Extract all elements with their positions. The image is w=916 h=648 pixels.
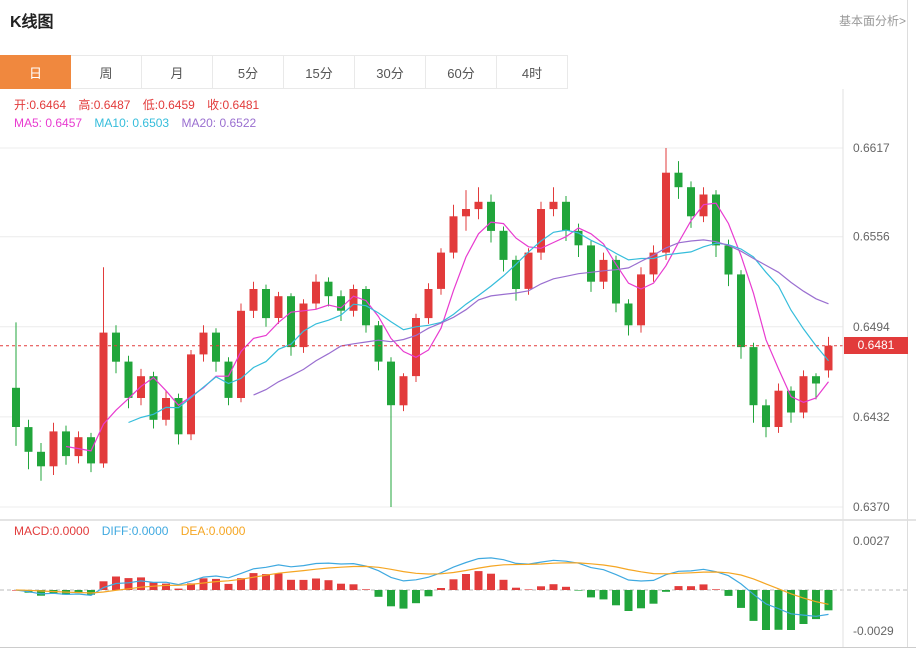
svg-text:-0.0029: -0.0029 bbox=[853, 624, 894, 638]
svg-text:0.6617: 0.6617 bbox=[853, 141, 890, 155]
ohlc-legend: 开:0.6464 高:0.6487 低:0.6459 收:0.6481 bbox=[14, 98, 260, 112]
tab-bar: 日周月 5分 15分 30分 60分 4时 bbox=[0, 55, 568, 89]
page-title: K线图 bbox=[10, 14, 54, 31]
svg-text:0.6556: 0.6556 bbox=[853, 230, 890, 244]
macd-legend: MACD:0.0000 DIFF:0.0000 DEA:0.0000 bbox=[14, 524, 246, 538]
right-border bbox=[907, 0, 908, 648]
svg-text:0.6370: 0.6370 bbox=[853, 500, 890, 514]
tab-2[interactable]: 月 bbox=[142, 55, 213, 89]
tab-6[interactable]: 60分 bbox=[426, 55, 497, 89]
kline-chart[interactable]: 0.6617 0.6556 0.6494 0.6432 0.6370 0.0027 -0.0… bbox=[0, 89, 916, 648]
ma-legend: MA5: 0.6457 MA10: 0.6503 MA20: 0.6522 bbox=[14, 116, 257, 130]
tab-4[interactable]: 15分 bbox=[284, 55, 355, 89]
tab-5[interactable]: 30分 bbox=[355, 55, 426, 89]
tab-3[interactable]: 5分 bbox=[213, 55, 284, 89]
tab-0[interactable]: 日 bbox=[0, 55, 71, 89]
tab-1[interactable]: 周 bbox=[71, 55, 142, 89]
tab-7[interactable]: 4时 bbox=[497, 55, 568, 89]
svg-text:0.0027: 0.0027 bbox=[853, 534, 890, 548]
current-price-badge: 0.6481 bbox=[844, 337, 908, 354]
chart-area: 0.6617 0.6556 0.6494 0.6432 0.6370 0.0027 -0.0… bbox=[0, 89, 916, 648]
svg-text:0.6494: 0.6494 bbox=[853, 320, 890, 334]
fundamental-analysis-link[interactable]: 基本面分析> bbox=[838, 13, 906, 28]
header: K线图 基本面分析> bbox=[0, 0, 916, 40]
svg-text:0.6432: 0.6432 bbox=[853, 410, 890, 424]
